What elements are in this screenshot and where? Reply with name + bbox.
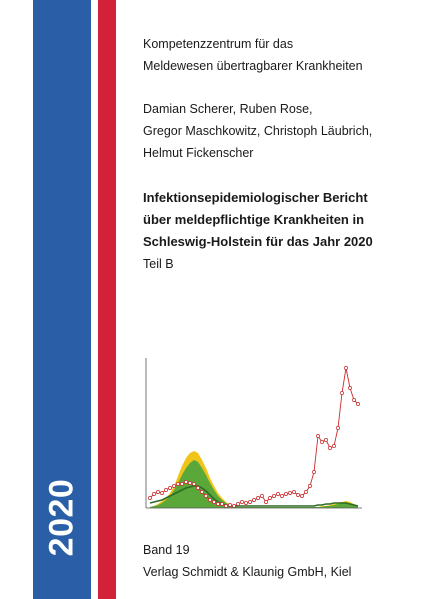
chart-point bbox=[320, 440, 324, 444]
chart-point bbox=[328, 446, 332, 450]
epidemic-curve-chart bbox=[145, 358, 362, 509]
chart-series-green-line bbox=[149, 485, 359, 507]
chart-point bbox=[252, 498, 256, 502]
footer: Band 19 Verlag Schmidt & Klaunig GmbH, K… bbox=[143, 539, 351, 583]
chart-point bbox=[204, 494, 208, 498]
year-text: 2020 bbox=[42, 478, 81, 557]
chart-point bbox=[248, 500, 252, 504]
title-line: Infektionsepidemiologischer Bericht bbox=[143, 190, 368, 205]
chart-point bbox=[168, 486, 172, 490]
chart-point bbox=[316, 434, 320, 438]
chart-point bbox=[348, 386, 352, 390]
title-line: über meldepflichtige Krankheiten in bbox=[143, 212, 365, 227]
chart-point bbox=[304, 490, 308, 494]
chart-point bbox=[232, 504, 236, 508]
chart-point bbox=[272, 494, 276, 498]
white-stripe bbox=[91, 0, 98, 599]
author-line: Damian Scherer, Ruben Rose, bbox=[143, 102, 313, 116]
chart-series-green-area bbox=[150, 460, 358, 508]
chart-point bbox=[192, 482, 196, 486]
chart-point bbox=[240, 500, 244, 504]
year-label: 2020 bbox=[42, 470, 81, 565]
chart-point bbox=[296, 493, 300, 497]
chart-point bbox=[260, 494, 264, 498]
chart-point bbox=[244, 501, 248, 505]
chart-point bbox=[184, 480, 188, 484]
chart-point bbox=[276, 492, 280, 496]
chart-point bbox=[160, 491, 164, 495]
author-line: Gregor Maschkowitz, Christoph Läubrich, bbox=[143, 124, 373, 138]
chart-point bbox=[300, 494, 304, 498]
chart-point bbox=[324, 438, 328, 442]
chart-point bbox=[344, 366, 348, 370]
chart-point bbox=[256, 496, 260, 500]
chart-point bbox=[336, 426, 340, 430]
chart-point bbox=[288, 491, 292, 495]
chart-point bbox=[152, 492, 156, 496]
chart-point bbox=[228, 503, 232, 507]
blue-stripe bbox=[33, 0, 91, 599]
authors: Damian Scherer, Ruben Rose, Gregor Masch… bbox=[143, 98, 372, 164]
chart-point bbox=[236, 502, 240, 506]
institution-line: Kompetenzzentrum für das bbox=[143, 37, 294, 51]
publisher-label: Verlag Schmidt & Klaunig GmbH, Kiel bbox=[143, 565, 352, 579]
chart-point bbox=[268, 496, 272, 500]
chart-point bbox=[264, 500, 268, 504]
chart-point bbox=[284, 492, 288, 496]
chart-point bbox=[352, 398, 356, 402]
chart-point bbox=[216, 502, 220, 506]
chart-point bbox=[224, 504, 228, 508]
chart-point bbox=[292, 490, 296, 494]
author-line: Helmut Fickenscher bbox=[143, 146, 254, 160]
chart-point bbox=[308, 484, 312, 488]
chart-point bbox=[356, 402, 360, 406]
chart-point bbox=[180, 482, 184, 486]
chart-point bbox=[200, 490, 204, 494]
chart-point bbox=[312, 470, 316, 474]
chart-point bbox=[148, 496, 152, 500]
institution: Kompetenzzentrum für das Meldewesen über… bbox=[143, 33, 363, 77]
chart-point bbox=[208, 498, 212, 502]
report-title: Infektionsepidemiologischer Bericht über… bbox=[143, 187, 373, 275]
title-line: Schleswig-Holstein für das Jahr 2020 bbox=[143, 234, 373, 249]
chart-point bbox=[220, 502, 224, 506]
chart-point bbox=[188, 481, 192, 485]
chart-point bbox=[176, 482, 180, 486]
chart-point bbox=[196, 486, 200, 490]
chart-point bbox=[156, 490, 160, 494]
chart-point bbox=[164, 488, 168, 492]
chart-point bbox=[280, 494, 284, 498]
institution-line: Meldewesen übertragbarer Krankheiten bbox=[143, 59, 363, 73]
volume-label: Band 19 bbox=[143, 543, 190, 557]
red-stripe bbox=[98, 0, 116, 599]
part-label: Teil B bbox=[143, 257, 174, 271]
chart-point bbox=[172, 484, 176, 488]
chart-point bbox=[212, 500, 216, 504]
chart-point bbox=[340, 391, 344, 395]
chart-point bbox=[332, 444, 336, 448]
